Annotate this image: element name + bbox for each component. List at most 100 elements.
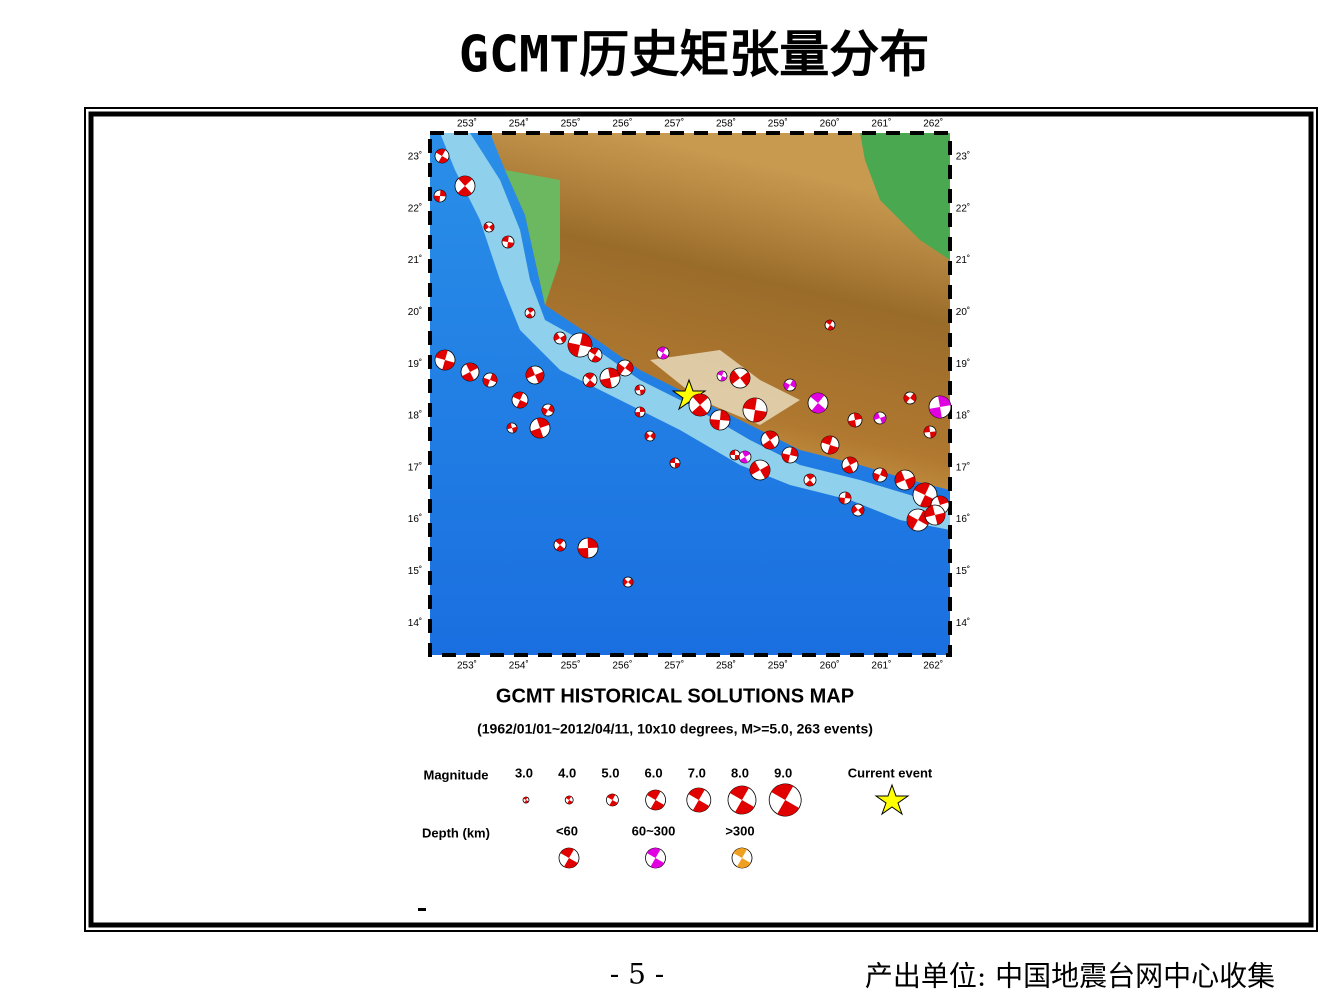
event-ball <box>434 148 450 164</box>
event-ball <box>669 457 681 469</box>
event-ball <box>501 235 515 249</box>
ball-quadrant <box>784 379 796 391</box>
ball-quadrant <box>435 350 455 370</box>
lat-label: 20˚ <box>956 306 970 318</box>
ball-quadrant <box>434 190 446 202</box>
ball-quadrant <box>670 458 680 468</box>
lat-label: 21˚ <box>408 254 422 266</box>
lat-label: 22˚ <box>408 202 422 214</box>
event-ball <box>506 422 518 434</box>
legend-depth-ball <box>731 847 753 869</box>
event-ball-deep <box>656 346 670 360</box>
ball-quadrant <box>530 418 550 438</box>
lat-label: 14˚ <box>956 617 970 629</box>
ball-quadrant <box>507 423 517 433</box>
event-ball <box>587 347 603 363</box>
ball-quadrant <box>578 538 598 558</box>
lat-label: 23˚ <box>956 151 970 163</box>
legend-ball <box>686 787 712 813</box>
ball-quadrant <box>739 451 751 463</box>
event-ball <box>912 482 938 508</box>
ball-quadrant <box>584 373 596 387</box>
lon-label: 260˚ <box>820 118 840 130</box>
event-ball-deep <box>928 395 952 419</box>
lat-label: 17˚ <box>408 461 422 473</box>
ball-quadrant <box>484 223 494 231</box>
event-ball <box>483 221 495 233</box>
ball-quadrant <box>691 394 709 416</box>
legend-ball <box>768 783 802 817</box>
ball-quadrant <box>733 848 751 868</box>
event-ball <box>553 538 567 552</box>
lon-label: 257˚ <box>664 118 684 130</box>
lat-label: 15˚ <box>408 565 422 577</box>
ball-quadrant <box>457 176 473 196</box>
event-ball <box>729 367 751 389</box>
lat-label: 18˚ <box>408 410 422 422</box>
ball-quadrant <box>929 396 951 418</box>
legend-ball <box>645 789 666 811</box>
lon-label: 253˚ <box>457 660 477 672</box>
ball-quadrant <box>589 348 601 362</box>
event-ball <box>567 332 593 358</box>
event-ball <box>634 406 646 418</box>
event-ball <box>434 349 456 371</box>
event-ball <box>482 372 498 388</box>
legend-magnitude: 8.0 <box>731 765 749 780</box>
event-ball <box>781 446 799 464</box>
lon-label: 259˚ <box>768 660 788 672</box>
frame-inner <box>88 111 1314 928</box>
ball-quadrant <box>554 332 566 344</box>
lat-label: 23˚ <box>408 151 422 163</box>
event-ball <box>644 430 656 442</box>
lat-label: 15˚ <box>956 565 970 577</box>
ball-quadrant <box>657 347 669 359</box>
event-ball <box>872 467 888 483</box>
event-ball <box>906 508 930 532</box>
ball-quadrant <box>435 149 449 163</box>
ball-quadrant <box>523 797 529 803</box>
ball-quadrant <box>914 483 936 507</box>
ball-quadrant <box>646 790 665 810</box>
event-ball <box>524 307 536 319</box>
event-ball <box>525 365 545 385</box>
ball-quadrant <box>502 236 514 248</box>
lon-label: 256˚ <box>612 118 632 130</box>
ball-quadrant <box>907 510 929 530</box>
event-ball <box>760 430 780 450</box>
ball-quadrant <box>743 398 767 422</box>
lowland-green <box>860 133 950 260</box>
legend-ball <box>606 793 619 807</box>
lon-label: 258˚ <box>716 118 736 130</box>
ball-quadrant <box>635 385 645 395</box>
lat-label: 19˚ <box>408 358 422 370</box>
ball-quadrant <box>839 492 851 504</box>
ball-quadrant <box>874 412 886 424</box>
lat-label: 16˚ <box>408 513 422 525</box>
ball-quadrant <box>646 848 665 868</box>
ball-quadrant <box>565 796 573 804</box>
event-ball-deep <box>716 370 728 382</box>
source-note: 产出单位: 中国地震台网中心收集 <box>865 960 1275 993</box>
ball-quadrant <box>925 505 945 525</box>
lon-label: 254˚ <box>509 660 529 672</box>
lon-label: 259˚ <box>768 118 788 130</box>
event-ball <box>433 189 447 203</box>
legend-magnitude-label: Magnitude <box>424 767 489 782</box>
event-ball <box>688 393 712 417</box>
ball-quadrant <box>688 788 710 812</box>
event-ball <box>742 397 768 423</box>
event-ball <box>582 372 598 388</box>
event-ball <box>824 319 836 331</box>
event-ball <box>622 576 634 588</box>
event-ball <box>841 456 859 474</box>
lon-label: 255˚ <box>561 660 581 672</box>
ball-quadrant <box>526 366 544 384</box>
lon-label: 258˚ <box>716 660 736 672</box>
legend-depth: 60~300 <box>632 823 676 838</box>
event-ball <box>577 537 599 559</box>
ball-quadrant <box>560 848 578 868</box>
lat-label: 18˚ <box>956 410 970 422</box>
ball-quadrant <box>461 363 479 381</box>
